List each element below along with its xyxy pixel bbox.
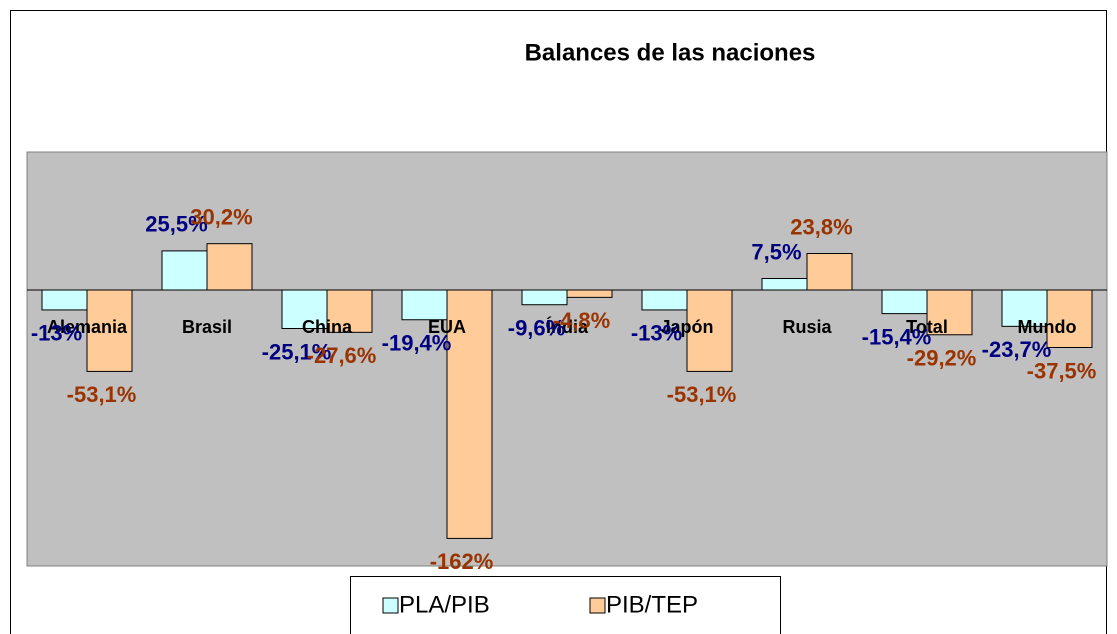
bar — [161, 250, 208, 291]
bar — [806, 253, 853, 291]
x-tick-label: Índia — [546, 316, 589, 337]
data-label: -53,1% — [667, 382, 737, 407]
data-label: -162% — [430, 549, 494, 574]
data-label: -13% — [631, 321, 682, 346]
data-label: 23,8% — [790, 214, 852, 239]
x-tick-label: EUA — [428, 317, 466, 337]
data-label: -37,5% — [1027, 358, 1097, 383]
data-label: 25,5% — [145, 212, 207, 237]
x-tick-label: Total — [906, 317, 948, 337]
bar — [641, 289, 688, 311]
x-tick-label: Brasil — [182, 317, 232, 337]
bar — [86, 289, 133, 372]
bar — [41, 289, 88, 311]
legend-label: PIB/TEP — [606, 591, 698, 618]
x-tick-label: Alemania — [47, 317, 128, 337]
legend — [350, 576, 781, 634]
data-label: -27,6% — [307, 343, 377, 368]
bar — [566, 289, 613, 298]
data-label: -29,2% — [907, 346, 977, 371]
data-label: 7,5% — [751, 239, 801, 264]
x-tick-label: Japón — [660, 317, 713, 337]
bar — [761, 278, 808, 291]
bar — [881, 289, 928, 315]
legend-swatch — [382, 597, 399, 614]
data-label: -9,6% — [508, 316, 565, 341]
bar — [521, 289, 568, 306]
legend-swatch — [589, 597, 606, 614]
data-label: -4,8% — [553, 308, 610, 333]
data-label: -25,1% — [262, 339, 332, 364]
data-label: 30,2% — [190, 205, 252, 230]
data-label: -19,4% — [382, 331, 452, 356]
data-label: -23,7% — [982, 337, 1052, 362]
bar — [926, 289, 973, 336]
bar — [1046, 289, 1093, 348]
x-tick-label: China — [302, 317, 353, 337]
plot-area — [26, 151, 1108, 567]
chart-title: Balances de las naciones — [525, 39, 816, 66]
x-tick-label: Mundo — [1018, 317, 1077, 337]
bar — [326, 289, 373, 333]
data-label: -53,1% — [67, 382, 137, 407]
legend-label: PLA/PIB — [399, 591, 490, 618]
bar — [206, 243, 253, 291]
data-label: -15,4% — [862, 324, 932, 349]
bar — [281, 289, 328, 329]
bar — [401, 289, 448, 321]
data-label: -13% — [31, 321, 82, 346]
x-tick-label: Rusia — [782, 317, 832, 337]
